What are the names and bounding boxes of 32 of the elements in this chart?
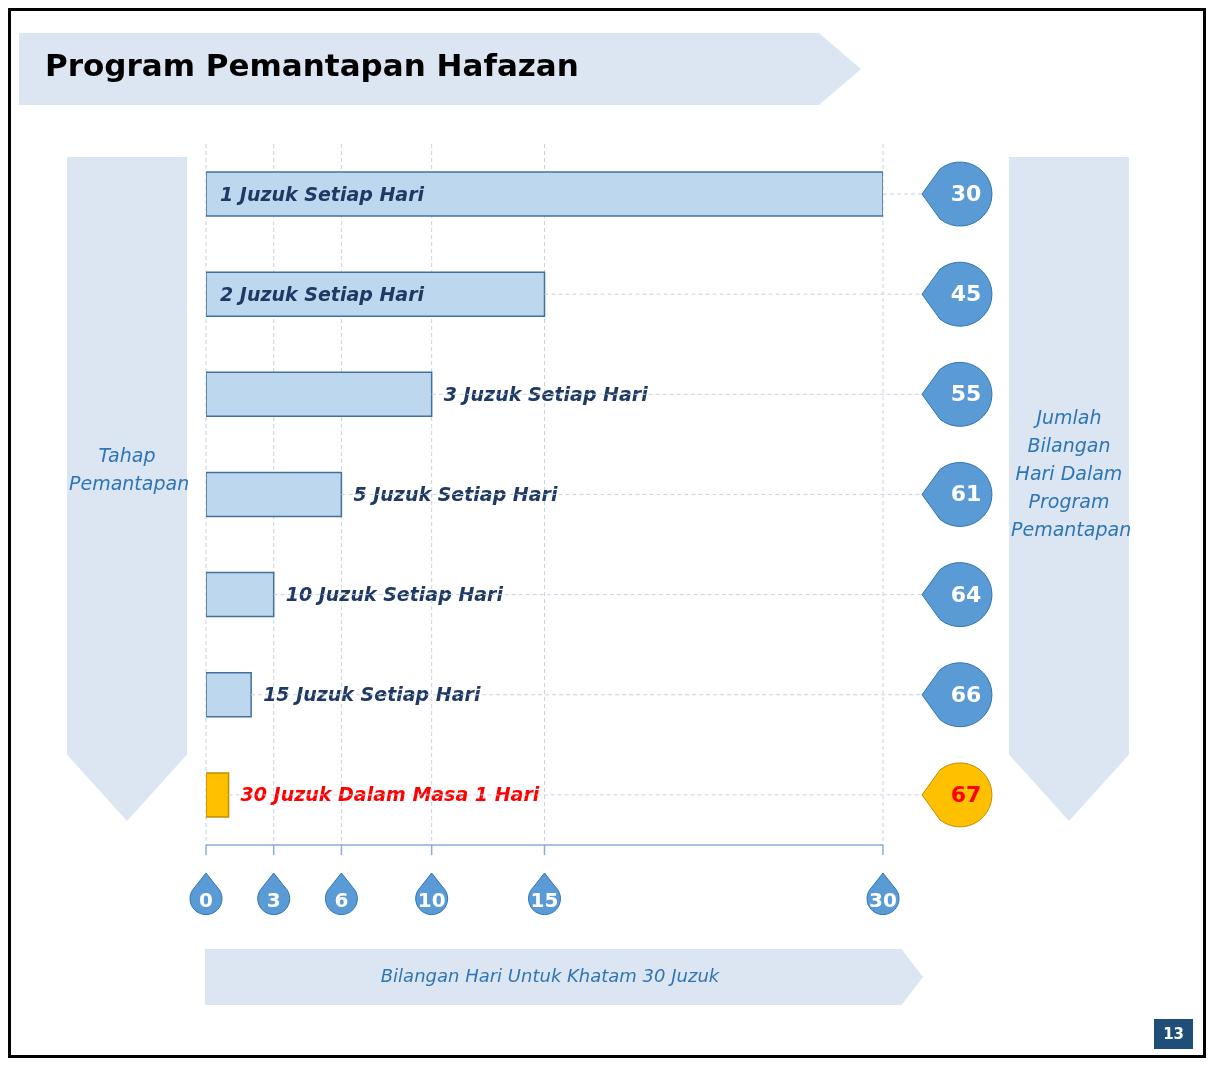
text: Jumlah Bilangan Hari Dalam Program Pemantapan: [1011, 405, 1132, 542]
text: 45: [950, 281, 982, 307]
bar: [206, 772, 230, 818]
y-tick-label: 10 Juzuk Setiap Hari: [285, 583, 504, 606]
bar: [206, 171, 883, 217]
y-tick-label: 5 Juzuk Setiap Hari: [353, 482, 558, 505]
x-tick-label: 6: [334, 887, 349, 912]
text: 66: [950, 681, 982, 707]
text: 61: [950, 481, 982, 507]
chart-title: Program Pemantapan Hafazan: [45, 47, 579, 83]
x-tick-label: 3: [266, 887, 281, 912]
x-tick-label: 0: [199, 887, 213, 912]
text: Bilangan Hari Untuk Khatam 30 Juzuk: [379, 965, 721, 986]
bar: [206, 371, 433, 418]
bar: [206, 571, 275, 618]
y-axis-title: Tahap Pemantapan: [69, 443, 190, 496]
y-tick-label: 3 Juzuk Setiap Hari: [443, 382, 649, 405]
text: 30: [950, 181, 982, 207]
y-tick-label: 15 Juzuk Setiap Hari: [263, 683, 481, 706]
bar: [206, 672, 252, 718]
x-tick-label: 15: [530, 887, 559, 912]
x-tick-label: 30: [869, 887, 897, 912]
text: 64: [950, 581, 982, 607]
text: 13: [1154, 1019, 1193, 1049]
text: 55: [950, 381, 982, 407]
bar: [206, 471, 343, 518]
y-tick-label: 30 Juzuk Dalam Masa 1 Hari: [240, 783, 540, 806]
y-tick-label: 1 Juzuk Setiap Hari: [220, 182, 425, 205]
x-tick-label: 10: [417, 887, 446, 912]
bar: [206, 271, 546, 317]
y-tick-label: 2 Juzuk Setiap Hari: [220, 282, 425, 305]
text: 67: [950, 781, 982, 807]
